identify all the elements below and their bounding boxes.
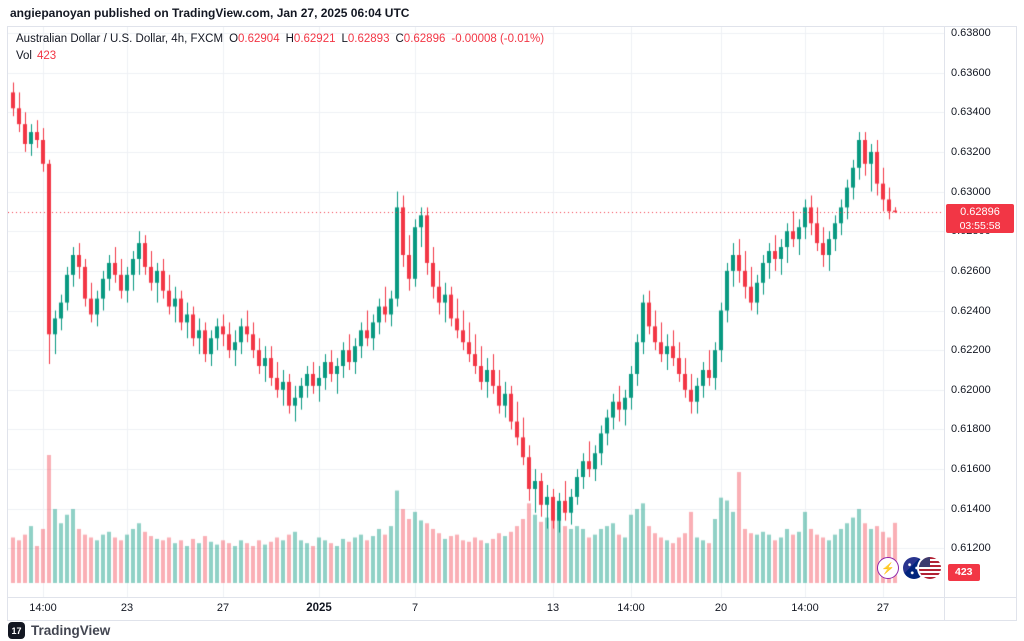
chart-bottom-icons: ⚡ <box>877 557 941 579</box>
open-value: 0.62904 <box>238 33 280 45</box>
tradingview-logo-glyph: 17 <box>11 625 22 636</box>
high-label: H <box>285 33 294 45</box>
tradingview-footer[interactable]: 17 TradingView <box>8 622 110 639</box>
price-pane: Australian Dollar / U.S. Dollar, 4h, FXC… <box>8 27 944 597</box>
time-axis-tick: 14:00 <box>791 602 819 614</box>
price-axis-tick: 0.62200 <box>951 344 991 357</box>
lightning-icon[interactable]: ⚡ <box>877 557 899 579</box>
lightning-glyph: ⚡ <box>881 562 895 575</box>
price-axis-tick: 0.61800 <box>951 423 991 436</box>
price-axis-tick: 0.62600 <box>951 264 991 277</box>
price-axis-tick: 0.63600 <box>951 66 991 79</box>
last-price-badge: 0.62896 03:55:58 <box>946 204 1014 234</box>
tradingview-wordmark[interactable]: TradingView <box>31 623 111 638</box>
bar-countdown: 03:55:58 <box>959 220 1001 233</box>
us-flag-icon[interactable] <box>919 557 941 579</box>
close-value: 0.62896 <box>403 33 446 45</box>
low-value: 0.62893 <box>347 33 390 45</box>
last-price-value: 0.62896 <box>960 206 1000 219</box>
chart-legend: Australian Dollar / U.S. Dollar, 4h, FXC… <box>16 31 544 65</box>
close-label: C <box>395 33 404 45</box>
price-axis-tick: 0.61400 <box>951 502 991 515</box>
tradingview-logo-icon[interactable]: 17 <box>8 622 25 639</box>
open-label: O <box>229 33 239 45</box>
candlestick-chart-canvas[interactable] <box>8 27 944 597</box>
volume-value: 423 <box>37 50 57 62</box>
volume-axis-badge: 423 <box>948 564 980 581</box>
attribution-text: angiepanoyan published on TradingView.co… <box>10 6 410 20</box>
time-axis-tick: 14:00 <box>29 602 57 614</box>
time-axis-tick: 27 <box>216 602 230 614</box>
price-axis-tick: 0.61600 <box>951 463 991 476</box>
volume-label: Vol <box>16 50 32 62</box>
change-value: -0.00008 (-0.01%) <box>451 33 545 45</box>
time-axis-tick: 2025 <box>306 602 332 614</box>
time-axis-tick: 14:00 <box>617 602 645 614</box>
price-axis[interactable]: 0.62896 03:55:58 423 0.63800 0.63600 0.634… <box>944 27 1016 597</box>
price-axis-tick: 0.61200 <box>951 542 991 555</box>
price-axis-tick: 0.62400 <box>951 304 991 317</box>
chart-container: Australian Dollar / U.S. Dollar, 4h, FXC… <box>7 26 1017 621</box>
time-axis-tick: 13 <box>546 602 560 614</box>
low-label: L <box>341 33 348 45</box>
legend-volume-row: Vol 423 <box>16 48 544 65</box>
time-axis-tick: 27 <box>876 602 890 614</box>
price-axis-tick: 0.62000 <box>951 383 991 396</box>
price-axis-tick: 0.63000 <box>951 185 991 198</box>
time-axis-tick: 7 <box>411 602 419 614</box>
time-axis-tick: 23 <box>120 602 134 614</box>
time-axis[interactable]: 14:00 23 27 2025 7 13 14:00 20 14:00 27 <box>8 597 944 620</box>
symbol-description[interactable]: Australian Dollar / U.S. Dollar, 4h, FXC… <box>16 33 224 45</box>
axis-corner <box>944 597 1016 620</box>
price-axis-tick: 0.63800 <box>951 26 991 39</box>
legend-symbol-row: Australian Dollar / U.S. Dollar, 4h, FXC… <box>16 31 544 48</box>
price-axis-tick: 0.63400 <box>951 106 991 119</box>
price-axis-tick: 0.63200 <box>951 145 991 158</box>
time-axis-tick: 20 <box>714 602 728 614</box>
high-value: 0.62921 <box>293 33 336 45</box>
